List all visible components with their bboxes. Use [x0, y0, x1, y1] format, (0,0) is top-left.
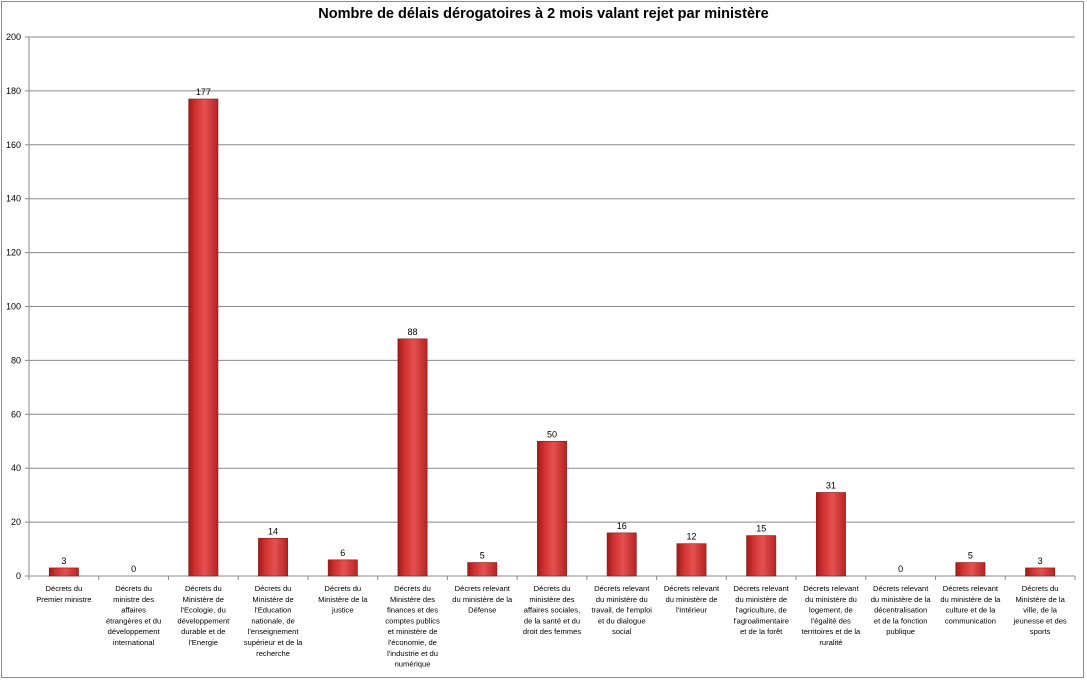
y-tick-label: 120 [6, 248, 21, 258]
chart-title: Nombre de délais dérogatoires à 2 mois v… [318, 6, 769, 22]
bar [676, 543, 707, 577]
bar [258, 537, 289, 577]
x-tick-label: Décrets relevant du ministère de la Défens… [452, 584, 513, 615]
bar [467, 562, 498, 577]
y-tick-label: 40 [11, 463, 21, 473]
data-label: 14 [268, 526, 278, 536]
data-label: 3 [1038, 556, 1043, 566]
y-tick-label: 100 [6, 302, 21, 312]
x-tick-label: Décrets relevant du ministère de l'agricul… [733, 584, 789, 636]
x-tick-label: Décrets relevant du ministère de la cultur… [940, 584, 1001, 625]
y-tick-label: 60 [11, 409, 21, 419]
x-tick-label: Décrets du ministre des affaires étrangères… [106, 584, 161, 647]
data-label: 15 [756, 524, 766, 534]
bar [397, 338, 428, 577]
x-tick-label: Décrets relevant du ministère de la décent… [871, 584, 932, 636]
bar [746, 535, 777, 577]
x-tick-label: Décrets relevant du ministère de l'Intérie… [664, 584, 720, 615]
bar [327, 559, 358, 577]
data-label: 50 [547, 429, 557, 439]
bar [537, 440, 567, 577]
y-tick-label: 20 [11, 517, 21, 527]
x-tick-label: Décrets du Ministère des finances et des co… [385, 584, 440, 669]
x-tick-label: Décrets du Ministère de la ville, de la jeu… [1013, 584, 1067, 636]
bar [1025, 567, 1056, 577]
y-tick-label: 140 [6, 194, 21, 204]
x-tick-label: Décrets relevant du ministère du logement,… [802, 584, 861, 647]
x-tick-label: Décrets du Premier ministre [36, 584, 91, 604]
data-label: 0 [131, 564, 136, 574]
bar [48, 567, 79, 577]
y-tick-label: 0 [16, 571, 21, 581]
y-tick-label: 180 [6, 86, 21, 96]
data-label: 12 [686, 532, 696, 542]
x-tick-label: Décrets du Ministère de la justice [318, 584, 368, 615]
data-label: 5 [968, 551, 973, 561]
x-tick-label: Décrets du Ministère de l'Ecologie, du déve… [177, 584, 230, 647]
data-label: 16 [617, 521, 627, 531]
x-tick-label: Décrets du Ministère de l'Education nationa… [244, 584, 303, 658]
data-label: 5 [480, 551, 485, 561]
data-label: 177 [196, 87, 211, 97]
bar [955, 562, 986, 577]
x-tick-label: Décrets du ministère des affaires sociales… [523, 584, 581, 636]
data-label: 3 [61, 556, 66, 566]
data-label: 0 [898, 564, 903, 574]
data-label: 31 [826, 480, 836, 490]
data-label: 88 [408, 327, 418, 337]
data-label: 6 [340, 548, 345, 558]
bar [815, 492, 846, 577]
y-tick-label: 160 [6, 140, 21, 150]
bar [188, 98, 219, 577]
x-tick-label: Décrets relevant du ministère du travail, … [591, 584, 652, 636]
y-tick-label: 80 [11, 355, 21, 365]
bar [606, 532, 637, 577]
y-tick-label: 200 [6, 32, 21, 42]
